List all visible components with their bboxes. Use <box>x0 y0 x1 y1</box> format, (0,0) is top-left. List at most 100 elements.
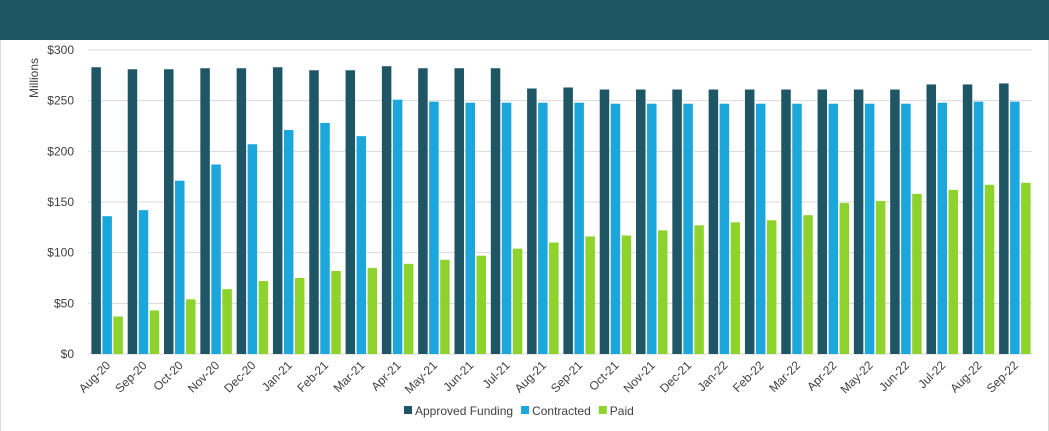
x-tick-label: Dec-21 <box>657 358 694 395</box>
bar-contracted <box>973 101 984 355</box>
bar-contracted <box>320 122 330 355</box>
bar-contracted <box>175 180 185 354</box>
legend-label: Approved Funding <box>415 404 513 418</box>
bar-contracted <box>1010 101 1020 355</box>
x-tick-label: Oct-21 <box>586 358 622 394</box>
x-tick-label: Sep-22 <box>984 358 1021 395</box>
x-tick-label: Jan-21 <box>259 358 295 394</box>
bar-paid <box>621 235 632 354</box>
x-tick-label: Sep-21 <box>548 358 585 395</box>
bar-approved-funding <box>853 89 864 355</box>
bar-paid <box>512 248 523 354</box>
bar-paid <box>803 215 813 354</box>
bar-approved-funding <box>200 68 210 355</box>
x-tick-label: Dec-20 <box>221 358 258 395</box>
bar-paid <box>730 222 741 354</box>
bar-approved-funding <box>672 89 682 355</box>
bar-contracted <box>647 103 657 355</box>
bar-approved-funding <box>91 67 101 354</box>
y-axis-ticks: $0 $50 $100 $150 $200 $250 $300 <box>47 43 74 361</box>
bar-contracted <box>538 102 548 354</box>
bar-approved-funding <box>999 83 1009 354</box>
bar-paid <box>912 193 922 354</box>
legend-label: Contracted <box>532 404 591 418</box>
bar-contracted <box>937 102 947 354</box>
bar-paid <box>331 270 341 354</box>
bar-approved-funding <box>781 89 791 355</box>
bar-paid <box>839 203 850 354</box>
bar-paid <box>149 310 160 354</box>
bar-approved-funding <box>490 68 501 355</box>
y-tick-label: $0 <box>61 347 75 361</box>
bar-paid <box>222 289 232 354</box>
bar-paid <box>875 200 886 354</box>
y-tick-label: $100 <box>47 246 74 260</box>
bar-contracted <box>719 103 730 355</box>
bar-contracted <box>501 102 512 354</box>
header-band <box>0 0 1049 40</box>
bar-contracted <box>392 99 403 355</box>
bar-approved-funding <box>418 68 428 355</box>
x-tick-label: Apr-22 <box>804 358 840 394</box>
bar-contracted <box>901 103 911 355</box>
bar-paid <box>258 281 269 354</box>
legend-swatch <box>404 406 412 414</box>
x-tick-label: Jul-21 <box>480 358 513 391</box>
bar-contracted <box>138 210 149 354</box>
y-tick-label: $200 <box>47 144 74 158</box>
x-tick-label: Sep-20 <box>112 358 149 395</box>
bar-approved-funding <box>563 87 573 355</box>
bar-approved-funding <box>926 84 936 354</box>
legend-label: Paid <box>610 404 634 418</box>
x-tick-label: May-21 <box>402 358 440 396</box>
bar-paid <box>440 259 450 354</box>
x-tick-label: Feb-21 <box>294 358 331 395</box>
x-tick-label: Nov-20 <box>185 358 222 395</box>
bar-contracted <box>828 103 839 355</box>
bar-approved-funding <box>272 67 283 354</box>
x-tick-label: Jul-22 <box>915 358 948 391</box>
bars <box>91 66 1031 355</box>
bar-paid <box>694 225 704 354</box>
bar-contracted <box>429 101 439 355</box>
bar-approved-funding <box>345 70 356 355</box>
legend: Approved Funding Contracted Paid <box>404 404 634 418</box>
x-tick-label: Jun-22 <box>876 358 912 394</box>
bar-approved-funding <box>599 89 610 355</box>
bar-approved-funding <box>127 69 138 354</box>
x-tick-label: Apr-21 <box>368 358 404 394</box>
bar-approved-funding <box>636 89 646 355</box>
bar-approved-funding <box>962 84 973 354</box>
bar-contracted <box>755 103 766 355</box>
x-tick-label: Aug-22 <box>947 358 984 395</box>
bar-contracted <box>792 103 802 355</box>
bar-approved-funding <box>744 89 755 355</box>
bar-paid <box>549 242 559 354</box>
bar-paid <box>984 184 995 354</box>
bar-approved-funding <box>890 89 900 355</box>
legend-swatch <box>521 406 530 414</box>
bar-paid <box>186 299 196 354</box>
bar-contracted <box>610 103 621 355</box>
bar-paid <box>367 267 378 354</box>
bar-paid <box>1021 182 1031 354</box>
bar-approved-funding <box>164 69 174 354</box>
bar-contracted <box>211 164 221 354</box>
bar-approved-funding <box>527 88 537 354</box>
bar-paid <box>766 220 777 354</box>
bar-contracted <box>574 102 584 354</box>
x-tick-label: Nov-21 <box>621 358 658 395</box>
bar-paid <box>585 236 595 354</box>
x-tick-label: May-22 <box>838 358 876 396</box>
x-tick-label: Oct-20 <box>151 358 187 394</box>
bar-contracted <box>247 144 258 354</box>
x-tick-label: Mar-22 <box>766 358 803 395</box>
x-tick-label: Aug-21 <box>512 358 549 395</box>
bar-approved-funding <box>454 68 464 355</box>
bar-approved-funding <box>381 66 392 355</box>
y-tick-label: $50 <box>54 296 74 310</box>
x-tick-label: Mar-21 <box>331 358 368 395</box>
bar-approved-funding <box>236 68 247 355</box>
bar-contracted <box>683 103 693 355</box>
